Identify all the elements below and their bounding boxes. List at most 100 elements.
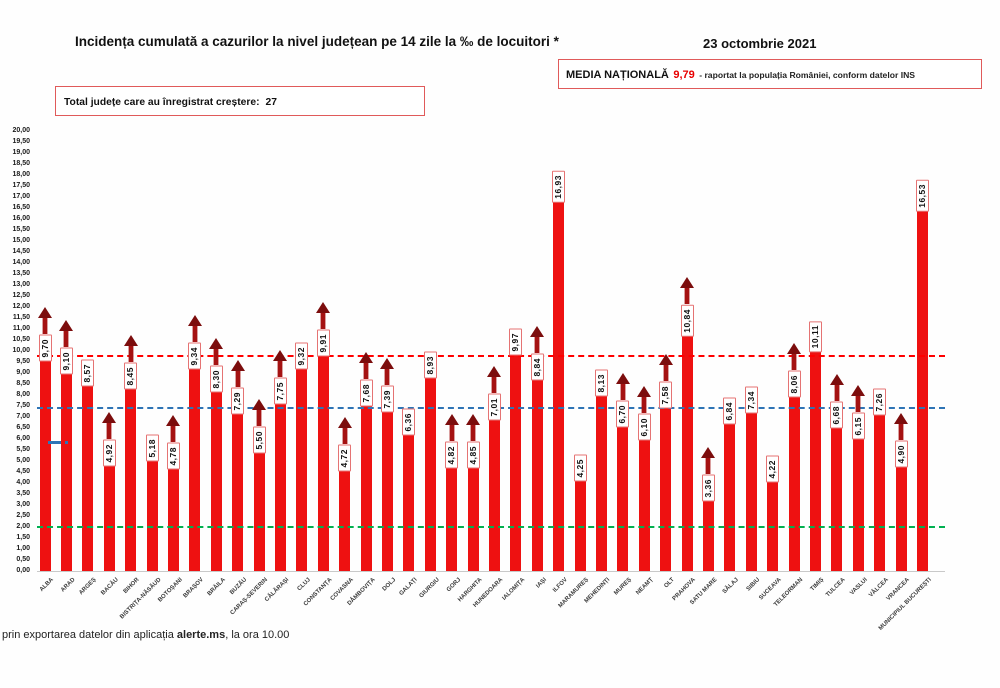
- y-tick-label: 18,50: [12, 160, 30, 167]
- footer-app-name: alerte.ms: [176, 629, 226, 641]
- y-tick-label: 5,00: [16, 457, 30, 464]
- increase-arrow-icon: [359, 351, 373, 379]
- increase-arrow-icon: [316, 302, 331, 330]
- bar-giurgiu: [424, 374, 436, 571]
- increase-arrow-icon: [851, 385, 866, 413]
- y-tick-label: 4,00: [16, 479, 30, 486]
- bar-mure-: [617, 423, 629, 571]
- bar-value-label: 7,58: [659, 381, 673, 409]
- increase-arrow-icon: [530, 325, 545, 353]
- y-tick-label: 10,50: [12, 336, 30, 343]
- y-tick-label: 16,00: [12, 215, 30, 222]
- bar-value-label: 7,75: [273, 377, 287, 405]
- bar-value-label-group: 4,22: [762, 455, 784, 483]
- bar-d-mbovi-a: [360, 402, 372, 571]
- y-tick-label: 17,00: [12, 193, 30, 200]
- y-tick-label: 6,50: [16, 424, 30, 431]
- bar-value-label: 5,18: [145, 434, 159, 462]
- bar-value-label-group: 8,13: [590, 369, 612, 397]
- y-tick-label: 0,50: [16, 556, 30, 563]
- x-axis-label: CLUJ: [296, 577, 313, 593]
- bar-covasna: [339, 467, 351, 571]
- increase-arrow-icon: [637, 386, 652, 414]
- bar-br-ila: [210, 388, 222, 571]
- x-axis-label: TULCEA: [825, 577, 848, 599]
- x-axis-label: CARAȘ-SEVERIN: [229, 577, 270, 617]
- bar-value-label-group: 9,10: [55, 320, 77, 375]
- bar-value-label-group: 9,91: [312, 302, 334, 357]
- bar-c-l-ra-i: [274, 400, 286, 571]
- bar-value-label: 10,11: [808, 321, 822, 353]
- bar-chart: 20,00 19,50 19,00 18,50 18,00 17,50 17,00 16,50…: [0, 127, 1000, 574]
- bar-buz-u: [232, 410, 244, 571]
- y-tick-label: 11,00: [12, 325, 30, 332]
- bar-value-label-group: 4,78: [162, 415, 184, 470]
- y-tick-label: 16,50: [12, 204, 30, 211]
- stray-blue-dot: [65, 441, 68, 445]
- plot-area: 9,70 9,10 8,57 4,92 8,45 5,18 4,78 9,34 8,30 7,29…: [37, 131, 945, 572]
- bar-value-label: 4,25: [573, 454, 587, 482]
- bar-arge-: [82, 382, 94, 571]
- y-tick-label: 8,00: [16, 391, 30, 398]
- bar-arad: [60, 370, 72, 571]
- bar-value-label-group: 6,10: [633, 386, 655, 441]
- bar-value-label-group: 16,93: [548, 170, 570, 203]
- bar-value-label-group: 7,68: [355, 351, 377, 407]
- bar-v-lcea: [874, 411, 886, 571]
- bar-value-label: 7,34: [744, 386, 758, 414]
- y-tick-label: 9,50: [16, 358, 30, 365]
- bar-value-label: 8,84: [530, 353, 544, 381]
- bar-value-label-group: 4,92: [98, 412, 120, 467]
- bar-value-label: 9,97: [509, 329, 523, 356]
- y-tick-label: 10,00: [12, 347, 30, 354]
- bar-value-label: 8,06: [787, 371, 801, 398]
- bar-bra-ov: [189, 365, 201, 571]
- bar-value-label-group: 10,11: [804, 321, 826, 353]
- bar-value-label: 8,13: [594, 369, 608, 397]
- bar-value-label: 9,91: [316, 330, 330, 357]
- bar-value-label: 7,39: [380, 385, 394, 413]
- increase-arrow-icon: [273, 349, 288, 377]
- bar-value-label-group: 9,97: [505, 329, 527, 356]
- x-axis-label: IAȘI: [534, 577, 548, 590]
- increase-count-label: Total județe care au înregistrat creșter…: [64, 97, 260, 108]
- increase-arrow-icon: [230, 360, 245, 388]
- x-axis-label: BACĂU: [99, 577, 120, 597]
- x-axis-label: VASLUI: [848, 577, 869, 597]
- y-tick-label: 7,50: [16, 402, 30, 409]
- increase-arrow-icon: [487, 366, 502, 394]
- bar-value-label: 16,53: [915, 179, 929, 212]
- bar-value-label-group: 8,45: [120, 334, 142, 390]
- bar-value-label: 4,22: [766, 455, 780, 483]
- y-tick-label: 6,00: [16, 435, 30, 442]
- bar-value-label-group: 7,39: [376, 357, 398, 413]
- bar-value-label: 9,70: [38, 335, 52, 362]
- increase-arrow-icon: [252, 399, 266, 427]
- bar-value-label-group: 5,18: [141, 434, 163, 462]
- bar-value-label: 9,10: [59, 348, 73, 375]
- bar-value-label: 9,32: [295, 343, 309, 370]
- bar-timi-: [809, 348, 821, 571]
- bar-prahova: [681, 332, 693, 571]
- bar-ialomi-a: [510, 351, 522, 571]
- x-axis-label: BISTRIȚA-NĂSĂUD: [118, 577, 163, 621]
- x-axis-label: ILFOV: [552, 577, 569, 594]
- y-tick-label: 2,00: [16, 523, 30, 530]
- bar-value-label-group: 10,84: [676, 276, 698, 337]
- bar-value-label: 4,72: [338, 444, 352, 472]
- x-axis-label: SIBIU: [745, 577, 762, 593]
- increase-arrow-icon: [337, 416, 352, 444]
- x-axis-label: ARGEȘ: [78, 577, 99, 597]
- bar-satu-mare: [702, 497, 714, 571]
- y-tick-label: 17,50: [12, 182, 30, 189]
- bar-value-label-group: 8,57: [77, 359, 99, 387]
- y-tick-label: 15,50: [12, 226, 30, 233]
- increase-arrow-icon: [701, 446, 716, 474]
- bar-value-label-group: 8,93: [419, 352, 441, 379]
- increase-arrow-icon: [615, 373, 630, 401]
- y-tick-label: 1,00: [16, 545, 30, 552]
- x-axis-label: MUREȘ: [613, 577, 634, 597]
- x-axis-label: BUZĂU: [228, 577, 248, 597]
- bar-value-label: 4,85: [466, 441, 480, 469]
- y-tick-label: 8,50: [16, 380, 30, 387]
